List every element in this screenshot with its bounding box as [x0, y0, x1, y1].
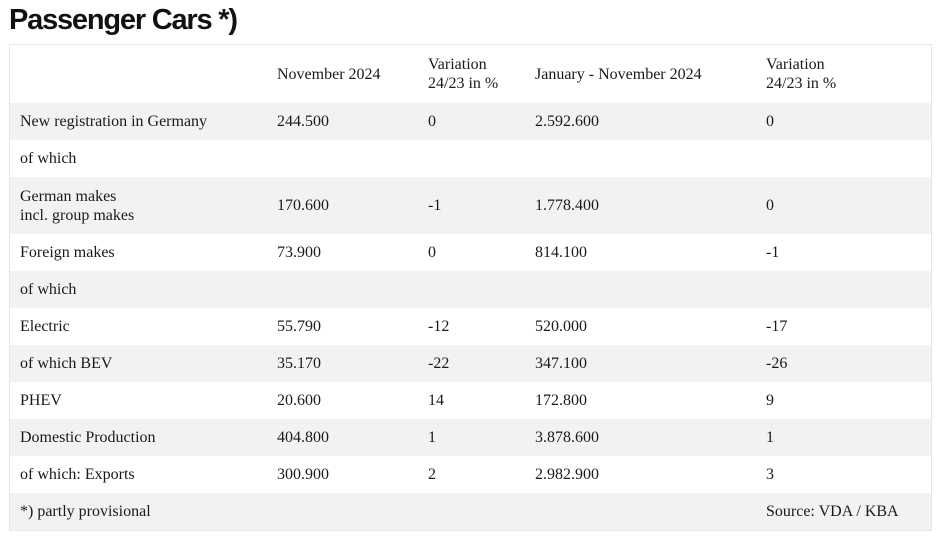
- november-value-cell: 35.170: [277, 355, 321, 372]
- november-value-cell: [267, 140, 418, 177]
- ytd-variation-cell: -26: [766, 355, 788, 372]
- row-label-cell: of which: [20, 281, 77, 298]
- november-variation-cell: 14: [428, 392, 444, 409]
- november-value-cell: 73.900: [277, 244, 321, 261]
- november-variation-cell: -12: [428, 318, 450, 335]
- row-label-cell: *) partly provisional: [20, 503, 151, 520]
- row-label-cell: German makes incl. group makes: [20, 187, 135, 224]
- ytd-value-cell: 1.778.400: [535, 197, 599, 214]
- header-cell-label: [10, 45, 267, 103]
- page-title: Passenger Cars *): [9, 4, 238, 36]
- november-value-cell: [267, 271, 418, 308]
- ytd-value-cell: 2.982.900: [535, 466, 599, 483]
- november-value-cell: [267, 493, 418, 530]
- row-label-cell: Electric: [20, 318, 70, 335]
- table-row: German makes incl. group makes 170.600 -1 1…: [10, 177, 931, 234]
- table-row: Foreign makes 73.900 0 814.100 -1: [10, 234, 931, 271]
- november-variation-cell: 0: [428, 113, 436, 130]
- data-table-container: November 2024 Variation 24/23 in % Janua…: [9, 44, 932, 531]
- table-row: PHEV 20.600 14 172.800 9: [10, 382, 931, 419]
- ytd-value-cell: 2.592.600: [535, 113, 599, 130]
- table-row: Electric 55.790 -12 520.000 -17: [10, 308, 931, 345]
- passenger-cars-table: November 2024 Variation 24/23 in % Janua…: [10, 45, 931, 530]
- ytd-value-cell: [525, 493, 756, 530]
- row-label-cell: New registration in Germany: [20, 113, 208, 130]
- table-row: of which: [10, 271, 931, 308]
- ytd-variation-cell: 3: [766, 466, 774, 483]
- ytd-variation-cell: 9: [766, 392, 774, 409]
- november-variation-cell: [418, 140, 525, 177]
- ytd-variation-cell: [756, 271, 931, 308]
- ytd-value-cell: 172.800: [535, 392, 587, 409]
- table-row: of which BEV 35.170 -22 347.100 -26: [10, 345, 931, 382]
- november-variation-cell: -22: [428, 355, 450, 372]
- ytd-variation-cell: 1: [766, 429, 774, 446]
- row-label-cell: of which: [20, 150, 77, 167]
- ytd-variation-cell: 0: [766, 113, 774, 130]
- ytd-value-cell: [525, 140, 756, 177]
- november-value-cell: 55.790: [277, 318, 321, 335]
- ytd-value-cell: 520.000: [535, 318, 587, 335]
- november-variation-cell: 2: [428, 466, 436, 483]
- november-variation-cell: 0: [428, 244, 436, 261]
- november-value-cell: 244.500: [277, 113, 329, 130]
- row-label-cell: Domestic Production: [20, 429, 156, 446]
- november-variation-cell: -1: [428, 197, 442, 214]
- november-variation-cell: [418, 493, 525, 530]
- table-row: *) partly provisional Source: VDA / KBA: [10, 493, 931, 530]
- header-cell-variation-month: Variation 24/23 in %: [428, 56, 499, 92]
- table-row: New registration in Germany 244.500 0 2.592…: [10, 103, 931, 140]
- ytd-value-cell: 814.100: [535, 244, 587, 261]
- row-label-cell: of which BEV: [20, 355, 113, 372]
- ytd-value-cell: 347.100: [535, 355, 587, 372]
- november-variation-cell: [418, 271, 525, 308]
- table-row: of which: [10, 140, 931, 177]
- november-variation-cell: 1: [428, 429, 436, 446]
- ytd-variation-cell: 0: [766, 197, 774, 214]
- table-row: Domestic Production 404.800 1 3.878.600 1: [10, 419, 931, 456]
- table-header-row: November 2024 Variation 24/23 in % Janua…: [10, 45, 931, 103]
- ytd-variation-cell: Source: VDA / KBA: [766, 503, 899, 520]
- ytd-value-cell: [525, 271, 756, 308]
- november-value-cell: 300.900: [277, 466, 329, 483]
- ytd-variation-cell: -17: [766, 318, 788, 335]
- row-label-cell: of which: Exports: [20, 466, 135, 483]
- table-row: of which: Exports 300.900 2 2.982.900 3: [10, 456, 931, 493]
- row-label-cell: Foreign makes: [20, 244, 115, 261]
- ytd-variation-cell: -1: [766, 244, 780, 261]
- november-value-cell: 170.600: [277, 197, 329, 214]
- header-cell-november-2024: November 2024: [277, 65, 381, 83]
- row-label-cell: PHEV: [20, 392, 62, 409]
- header-cell-january-november-2024: January - November 2024: [535, 65, 702, 83]
- november-value-cell: 20.600: [277, 392, 321, 409]
- ytd-value-cell: 3.878.600: [535, 429, 599, 446]
- ytd-variation-cell: [756, 140, 931, 177]
- header-cell-variation-ytd: Variation 24/23 in %: [766, 56, 837, 92]
- november-value-cell: 404.800: [277, 429, 329, 446]
